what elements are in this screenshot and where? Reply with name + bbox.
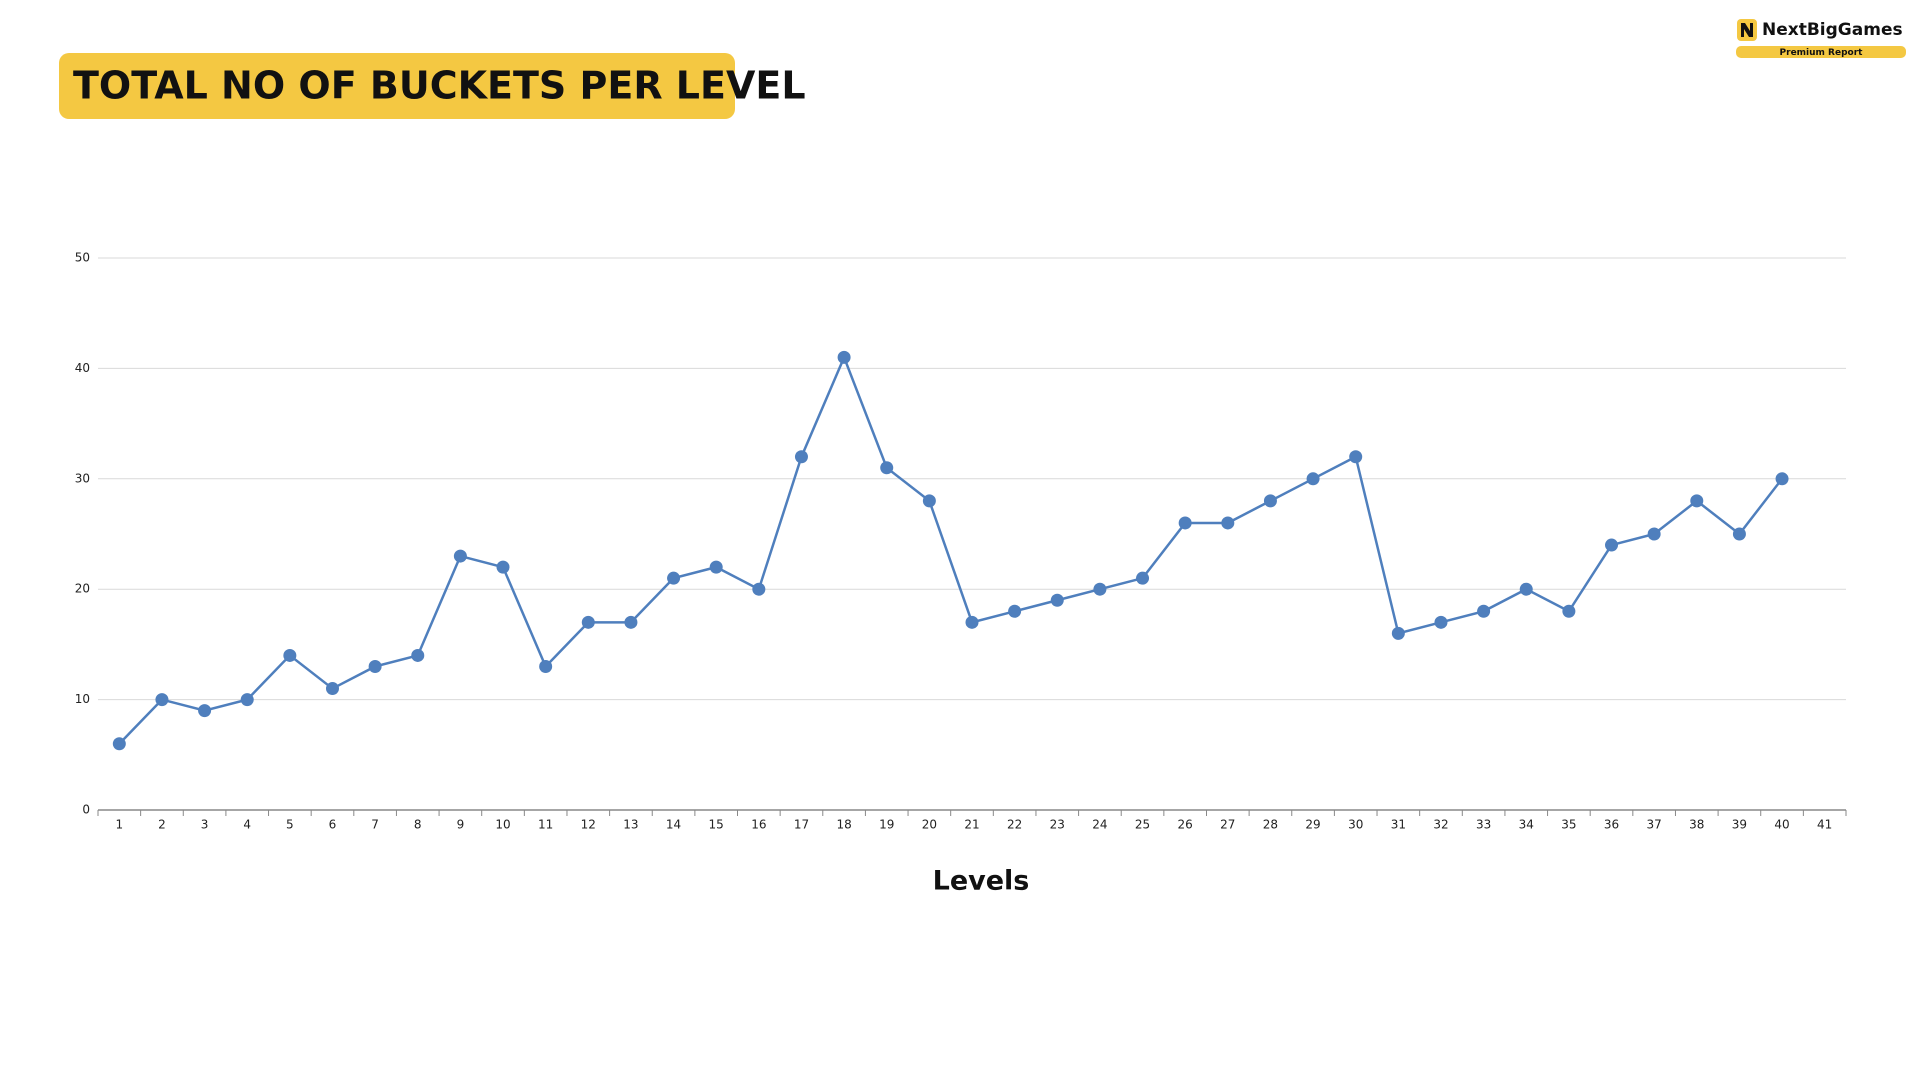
x-tick-label: 2 <box>158 818 166 832</box>
x-tick-label: 11 <box>538 818 553 832</box>
point <box>539 659 553 673</box>
point <box>1008 604 1022 618</box>
point <box>1391 626 1405 640</box>
x-tick-label: 40 <box>1774 818 1789 832</box>
point <box>368 659 382 673</box>
point <box>1647 527 1661 541</box>
x-tick-label: 26 <box>1178 818 1193 832</box>
point <box>794 450 808 464</box>
x-tick-label: 13 <box>623 818 638 832</box>
point <box>1136 571 1150 585</box>
brand-name: NextBigGames <box>1762 20 1903 40</box>
x-tick-label: 19 <box>879 818 894 832</box>
point <box>112 737 126 751</box>
y-tick-label: 10 <box>75 692 90 706</box>
line <box>118 354 1784 745</box>
point <box>411 648 425 662</box>
x-tick-label: 34 <box>1519 818 1534 832</box>
y-tick-label: 50 <box>75 251 90 265</box>
x-tick-label: 24 <box>1092 818 1107 832</box>
point <box>1562 604 1576 618</box>
point <box>1775 472 1789 486</box>
x-tick-label: 17 <box>794 818 809 832</box>
x-tick-label: 33 <box>1476 818 1491 832</box>
logo: NextBigGames Premium Report <box>1736 19 1906 58</box>
x-tick-label: 25 <box>1135 818 1150 832</box>
y-tick-label: 30 <box>75 471 90 485</box>
point <box>922 494 936 508</box>
x-tick-label: 14 <box>666 818 681 832</box>
x-tick-label: 37 <box>1647 818 1662 832</box>
point <box>667 571 681 585</box>
x-tick-label: 21 <box>964 818 979 832</box>
x-tick-label: 18 <box>836 818 851 832</box>
point <box>240 693 254 707</box>
x-tick-label: 15 <box>709 818 724 832</box>
x-tick-label: 8 <box>414 818 422 832</box>
y-tick-label: 0 <box>82 803 90 817</box>
point <box>1690 494 1704 508</box>
point <box>837 350 851 364</box>
point <box>155 693 169 707</box>
chart-title: TOTAL NO OF BUCKETS PER LEVEL <box>73 64 806 108</box>
point <box>1434 615 1448 629</box>
point <box>1519 582 1533 596</box>
y-tick-label: 20 <box>75 582 90 596</box>
point <box>1221 516 1235 530</box>
x-tick-label: 12 <box>581 818 596 832</box>
x-tick-label: 28 <box>1263 818 1278 832</box>
x-tick-label: 32 <box>1433 818 1448 832</box>
y-tick-label: 40 <box>75 361 90 375</box>
x-tick-label: 4 <box>243 818 251 832</box>
point <box>1093 582 1107 596</box>
point <box>1263 494 1277 508</box>
x-tick-label: 39 <box>1732 818 1747 832</box>
point <box>1605 538 1619 552</box>
point <box>1050 593 1064 607</box>
point <box>965 615 979 629</box>
point <box>453 549 467 563</box>
point <box>198 704 212 718</box>
x-tick-label: 27 <box>1220 818 1235 832</box>
x-tick-label: 3 <box>201 818 209 832</box>
point <box>1732 527 1746 541</box>
point <box>752 582 766 596</box>
point <box>624 615 638 629</box>
x-tick-label: 38 <box>1689 818 1704 832</box>
x-tick-label: 31 <box>1391 818 1406 832</box>
x-tick-label: 9 <box>457 818 465 832</box>
point <box>1349 450 1363 464</box>
x-tick-label: 6 <box>329 818 337 832</box>
brand-tag-box <box>1736 46 1906 58</box>
x-tick-label: 16 <box>751 818 766 832</box>
point <box>880 461 894 475</box>
x-tick-label: 41 <box>1817 818 1832 832</box>
point <box>283 648 297 662</box>
x-tick-label: 1 <box>115 818 123 832</box>
brand-tag: Premium Report <box>1780 48 1864 58</box>
x-tick-label: 5 <box>286 818 294 832</box>
x-tick-label: 20 <box>922 818 937 832</box>
point <box>581 615 595 629</box>
x-tick-label: 10 <box>495 818 510 832</box>
point <box>1306 472 1320 486</box>
title-box <box>59 53 735 119</box>
x-tick-label: 7 <box>371 818 379 832</box>
point <box>1178 516 1192 530</box>
x-tick-label: 22 <box>1007 818 1022 832</box>
x-tick-label: 30 <box>1348 818 1363 832</box>
x-tick-label: 36 <box>1604 818 1619 832</box>
point <box>325 682 339 696</box>
point <box>496 560 510 574</box>
x-tick-label: 35 <box>1561 818 1576 832</box>
logo-glyph <box>1741 23 1753 37</box>
x-tick-label: 23 <box>1050 818 1065 832</box>
point <box>709 560 723 574</box>
point <box>1477 604 1491 618</box>
x-axis-label: Levels <box>933 866 1030 897</box>
x-tick-label: 29 <box>1305 818 1320 832</box>
